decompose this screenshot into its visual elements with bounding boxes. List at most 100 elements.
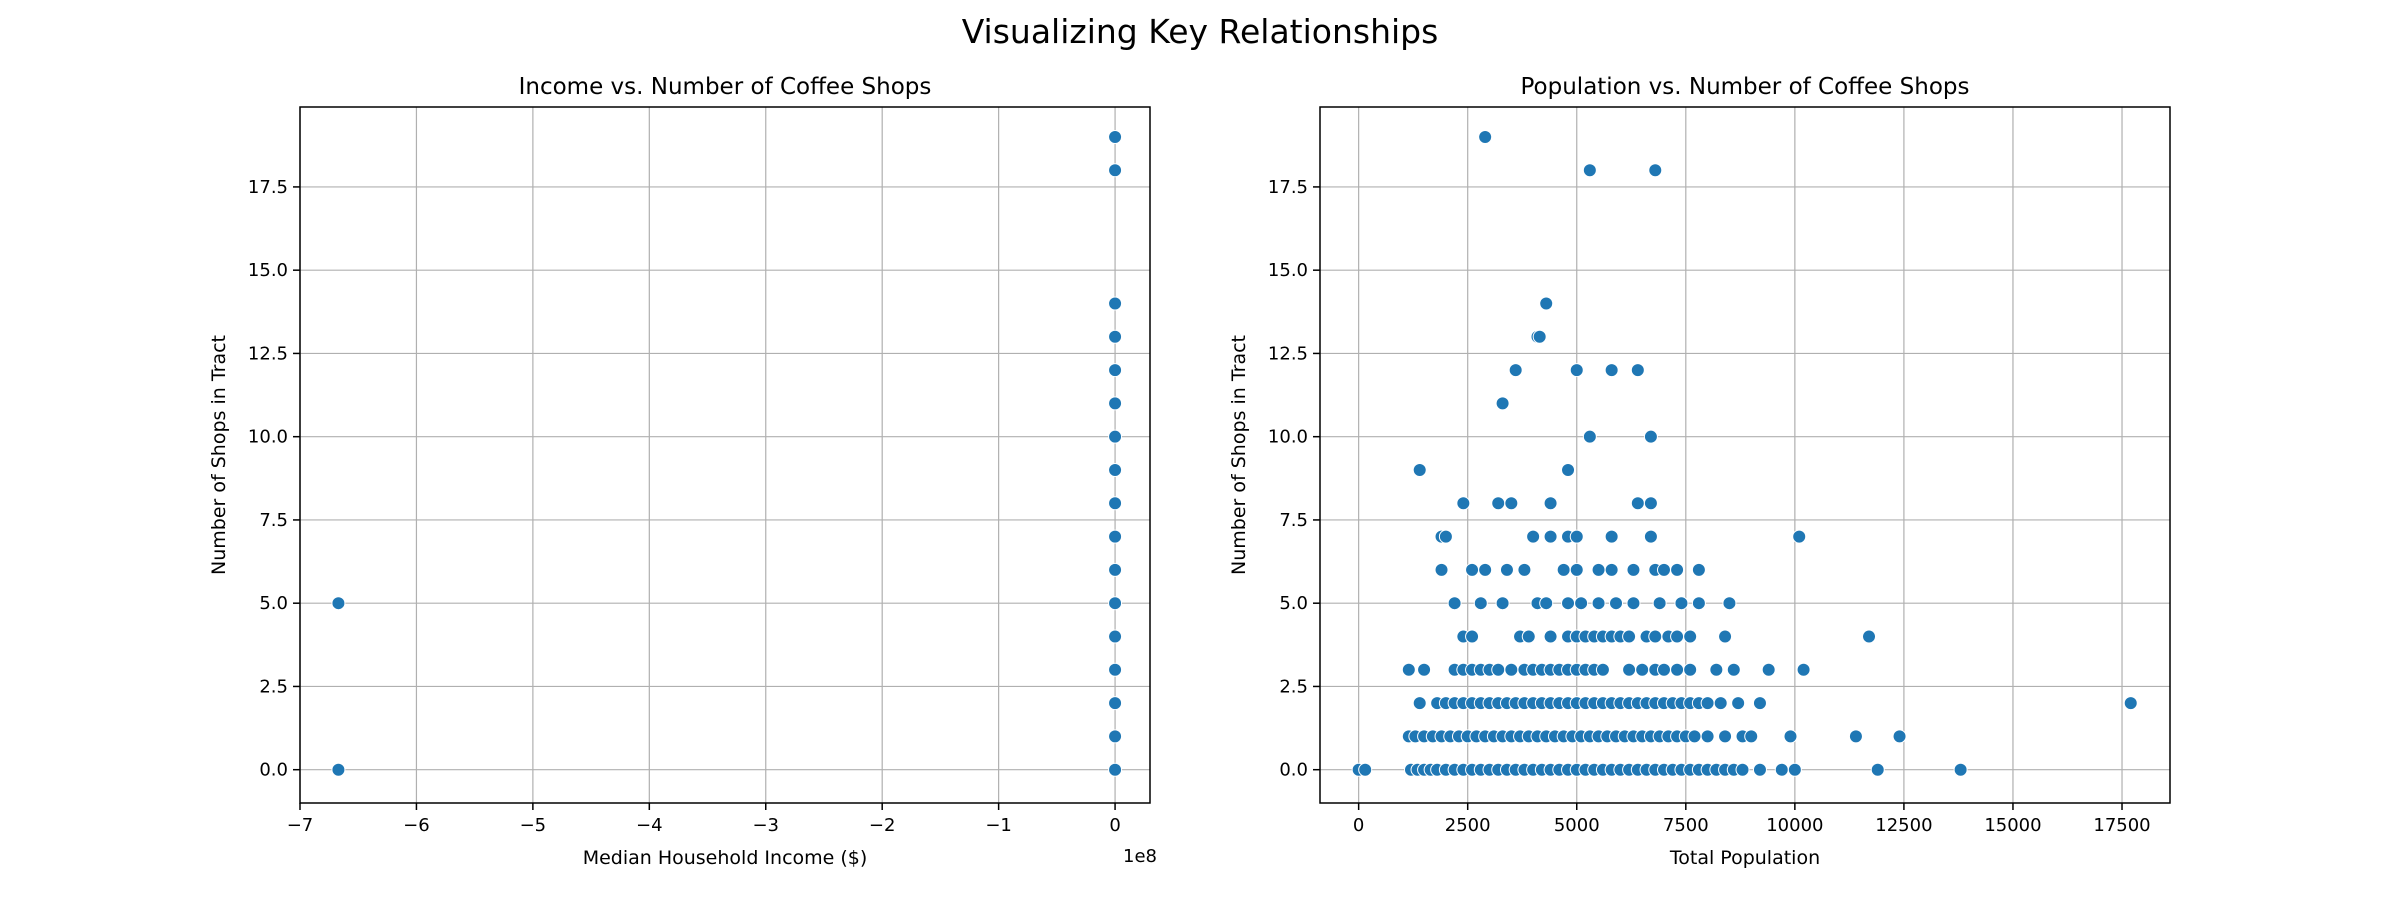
population-data-point [1700,729,1715,744]
population-data-point [1626,562,1641,577]
income-y-tick-label: 17.5 [248,177,288,198]
population-points [1351,129,2138,777]
population-data-point [1543,529,1558,544]
population-data-point [1643,529,1658,544]
population-data-point [1478,129,1493,144]
population-grid [1320,107,2170,803]
income-data-point [1108,662,1123,677]
population-data-point [1491,496,1506,511]
population-data-point [1582,429,1597,444]
population-data-point [1561,596,1576,611]
population-data-point [1456,496,1471,511]
population-data-point [1604,562,1619,577]
population-data-point [1604,363,1619,378]
population-data-point [1870,762,1885,777]
population-data-point [1648,163,1663,178]
population-data-point [1731,696,1746,711]
income-points [331,129,1123,777]
population-data-point [1726,662,1741,677]
population-data-point [1417,662,1432,677]
population-y-tick-label: 10.0 [1268,427,1308,448]
population-y-tick-label: 17.5 [1268,177,1308,198]
population-data-point [1539,596,1554,611]
population-data-point [1691,596,1706,611]
population-data-point [1609,596,1624,611]
population-x-tick-label: 17500 [2093,815,2150,836]
figure-title: Visualizing Key Relationships [962,12,1439,51]
income-data-point [1108,562,1123,577]
population-data-point [1582,163,1597,178]
population-data-point [1591,562,1606,577]
income-data-point [1108,296,1123,311]
population-data-point [1604,529,1619,544]
population-axes-title: Population vs. Number of Coffee Shops [1521,74,1970,100]
population-data-point [1569,529,1584,544]
population-data-point [1670,662,1685,677]
income-y-tick-label: 7.5 [259,510,288,531]
population-data-point [1526,529,1541,544]
income-y-tick-label: 5.0 [259,593,288,614]
income-data-point [1108,529,1123,544]
income-data-point [1108,596,1123,611]
income-x-tick-label: −4 [636,815,663,836]
population-data-point [1752,696,1767,711]
population-data-point [1700,696,1715,711]
income-data-point [1108,329,1123,344]
income-x-offset-label: 1e8 [1123,846,1157,867]
income-data-point [1108,363,1123,378]
population-data-point [1862,629,1877,644]
population-data-point [1495,596,1510,611]
population-data-point [1412,696,1427,711]
population-data-point [1532,329,1547,344]
population-data-point [1521,629,1536,644]
population-data-point [1626,596,1641,611]
income-data-point [1108,696,1123,711]
population-data-point [1504,496,1519,511]
population-data-point [1774,762,1789,777]
income-y-tick-label: 2.5 [259,676,288,697]
population-data-point [1687,729,1702,744]
population-data-point [1591,596,1606,611]
population-data-point [1499,562,1514,577]
income-x-tick-label: −3 [752,815,779,836]
income-data-point [1108,629,1123,644]
income-x-tick-label: −5 [520,815,547,836]
population-data-point [1683,662,1698,677]
population-data-point [1569,363,1584,378]
population-data-point [1953,762,1968,777]
population-data-point [1630,363,1645,378]
income-ticks: −7 −6 −5 −4 −3 −2 −1 0 0.0 2.5 5.0 7.5 10.0 12.5 15.0 1… [248,177,1121,836]
population-data-point [1709,662,1724,677]
population-data-point [1635,662,1650,677]
population-data-point [1434,562,1449,577]
population-x-tick-label: 5000 [1554,815,1600,836]
population-x-tick-label: 7500 [1663,815,1709,836]
population-data-point [1465,562,1480,577]
population-data-point [1465,629,1480,644]
population-data-point [1643,429,1658,444]
population-ticks: 0 2500 5000 7500 10000 12500 15000 17500 0.0 2.5 5… [1268,177,2151,836]
population-data-point [1508,363,1523,378]
population-data-point [1574,596,1589,611]
population-data-point [1848,729,1863,744]
population-data-point [1569,562,1584,577]
population-data-point [1556,562,1571,577]
income-axes-frame [299,106,1151,804]
population-data-point [1543,629,1558,644]
population-y-tick-label: 5.0 [1279,593,1308,614]
income-data-point [1108,129,1123,144]
income-y-tick-label: 15.0 [248,260,288,281]
population-data-point [1543,496,1558,511]
population-data-point [1783,729,1798,744]
population-data-point [1752,762,1767,777]
income-data-point [1108,729,1123,744]
population-data-point [1401,662,1416,677]
population-data-point [1447,596,1462,611]
population-scatter-axes: Population vs. Number of Coffee Shops To… [1228,74,2171,869]
population-data-point [1718,729,1733,744]
population-data-point [1670,629,1685,644]
population-data-point [1539,296,1554,311]
income-data-point [331,762,346,777]
income-data-point [1108,762,1123,777]
population-data-point [1491,662,1506,677]
